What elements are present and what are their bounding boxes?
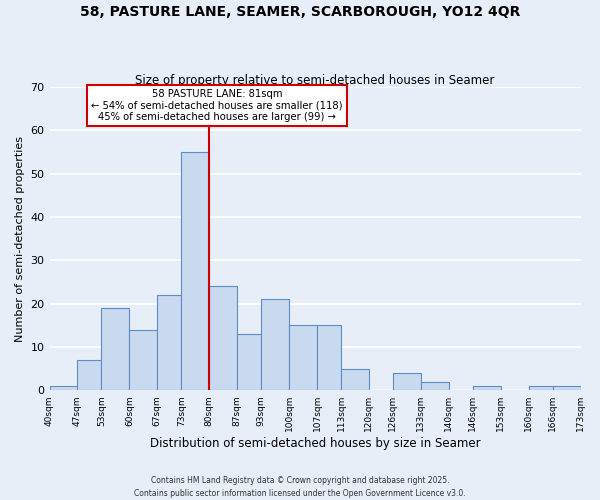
Bar (77, 360, 101, 390)
Bar (261, 299, 289, 390)
Bar (130, 330, 157, 390)
Bar (101, 308, 130, 390)
Bar (209, 286, 237, 390)
Bar (341, 368, 369, 390)
Bar (157, 295, 181, 390)
Text: Contains HM Land Registry data © Crown copyright and database right 2025.
Contai: Contains HM Land Registry data © Crown c… (134, 476, 466, 498)
Bar (289, 325, 317, 390)
Text: 58, PASTURE LANE, SEAMER, SCARBOROUGH, YO12 4QR: 58, PASTURE LANE, SEAMER, SCARBOROUGH, Y… (80, 5, 520, 19)
Bar (50, 386, 77, 390)
Bar (317, 325, 341, 390)
Bar (237, 334, 261, 390)
X-axis label: Distribution of semi-detached houses by size in Seamer: Distribution of semi-detached houses by … (150, 437, 481, 450)
Bar (421, 382, 449, 390)
Bar (473, 386, 500, 390)
Bar (553, 386, 581, 390)
Bar (181, 152, 209, 390)
Bar (393, 373, 421, 390)
Text: 58 PASTURE LANE: 81sqm
← 54% of semi-detached houses are smaller (118)
45% of se: 58 PASTURE LANE: 81sqm ← 54% of semi-det… (91, 89, 343, 122)
Y-axis label: Number of semi-detached properties: Number of semi-detached properties (15, 136, 25, 342)
Bar (529, 386, 553, 390)
Title: Size of property relative to semi-detached houses in Seamer: Size of property relative to semi-detach… (136, 74, 495, 87)
